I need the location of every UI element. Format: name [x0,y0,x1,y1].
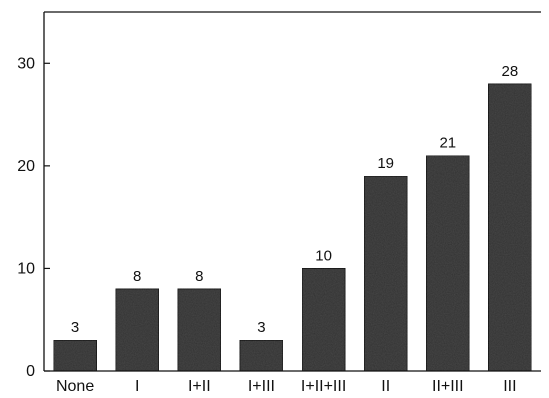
bar-i-plus-iii [239,339,284,372]
x-tick-label: I+II [188,378,211,395]
bar-iii [487,83,532,372]
bar-none [53,339,98,372]
x-tick-label: I+II+III [301,378,346,395]
x-tick-label: II [381,378,390,395]
data-label: 3 [257,319,265,336]
axes-layer: None I I+II I+III I+II+III II II+III III 0 10 20 30 [17,11,541,395]
bar-ii-plus-iii [425,155,470,372]
x-tick-label: III [503,378,516,395]
x-tick-label: II+III [432,378,464,395]
data-labels-layer: 3 8 8 3 10 19 21 28 [71,63,518,336]
y-tick-label: 0 [26,363,35,380]
x-tick-label: None [56,378,94,395]
x-tick-label: I+III [248,378,275,395]
data-label: 19 [377,155,394,172]
x-tick-label: I [135,378,139,395]
y-tick-label: 10 [17,260,35,277]
bar-i-plus-ii-plus-iii [301,267,346,372]
bars-layer [53,83,532,372]
data-label: 21 [439,135,456,152]
bar-i-plus-ii [177,288,222,372]
data-label: 8 [133,268,141,285]
y-tick-label: 30 [17,55,35,72]
bar-i [115,288,160,372]
data-label: 8 [195,268,203,285]
y-tick-label: 20 [17,158,35,175]
data-label: 10 [315,247,332,264]
bar-ii [363,175,408,372]
data-label: 28 [502,63,519,80]
data-label: 3 [71,319,79,336]
